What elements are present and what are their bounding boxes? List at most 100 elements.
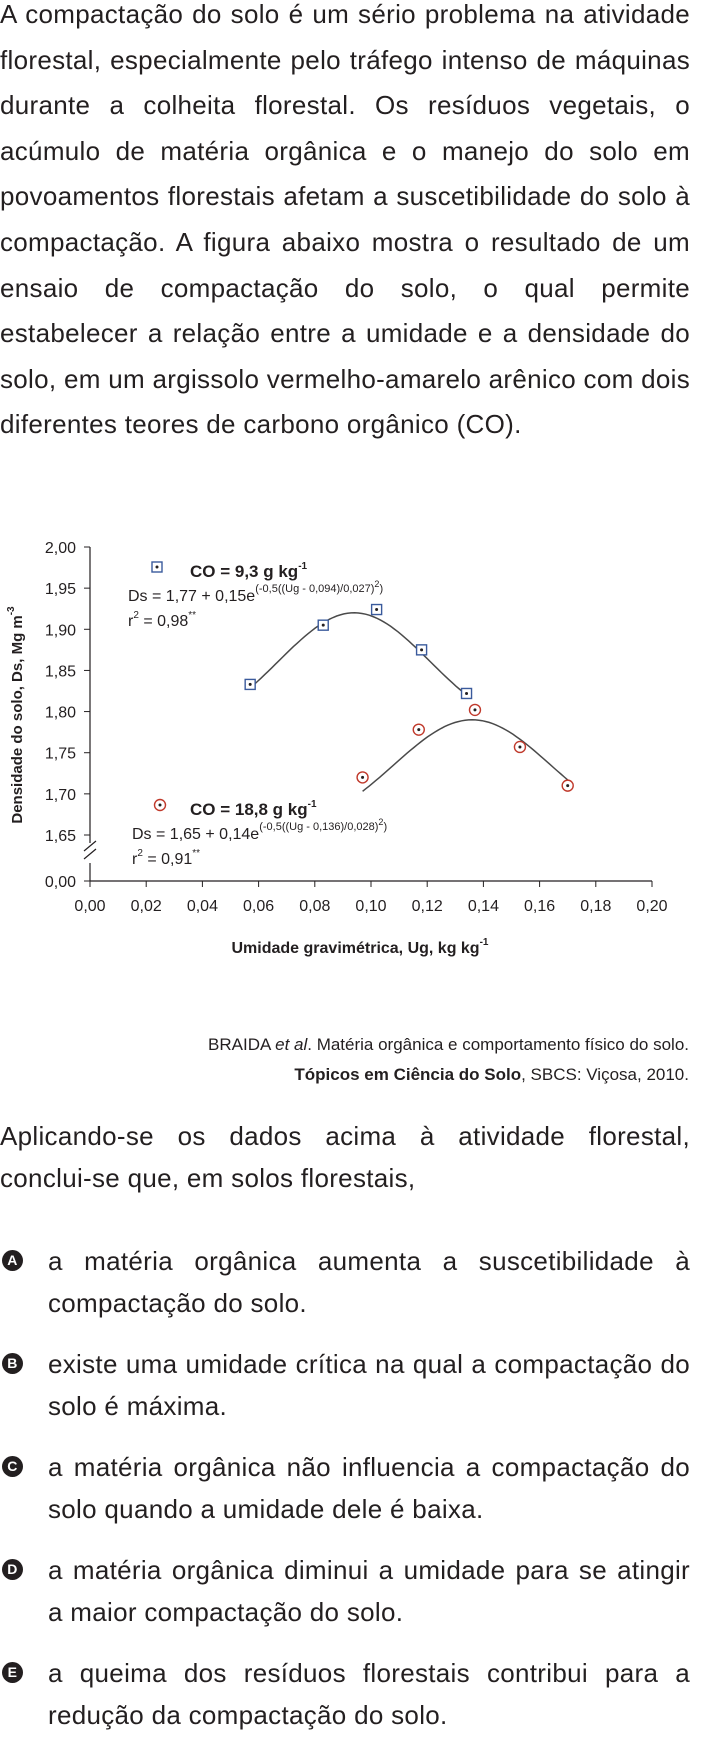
data-point-series-2 bbox=[513, 740, 527, 754]
source-line-2: Tópicos em Ciência do Solo, SBCS: Viçosa… bbox=[294, 1065, 689, 1085]
equation-exponent-close: ) bbox=[379, 583, 383, 595]
equation-exponent: (-0,5((Ug - 0,136)/0,028) bbox=[259, 821, 378, 833]
r2-sup: 2 bbox=[137, 848, 143, 859]
option-e-text: a queima dos resíduos florestais contrib… bbox=[48, 1658, 690, 1730]
x-tick-label: 0,12 bbox=[412, 898, 443, 915]
fit-curve-series-1 bbox=[249, 612, 467, 696]
y-tick-label: 1,80 bbox=[45, 705, 76, 722]
chart-legend: CO = 9,3 g kg-1Ds = 1,77 + 0,15e(-0,5((U… bbox=[128, 561, 387, 868]
y-axis-break-mark bbox=[83, 840, 97, 852]
point-dot bbox=[375, 608, 379, 612]
data-point-series-1 bbox=[244, 678, 256, 691]
fit-curves bbox=[249, 612, 569, 792]
legend-r-squared: r2 = 0,91** bbox=[132, 848, 200, 868]
legend-marker-dot bbox=[155, 565, 159, 569]
y-tick-label: 0,00 bbox=[45, 874, 76, 891]
option-b-text: existe uma umidade crítica na qual a com… bbox=[48, 1349, 690, 1421]
axis-labels: Umidade gravimétrica, Ug, kg kg-1Densida… bbox=[6, 606, 489, 957]
chart-svg: 0,00 1,65 1,70 1,75 1,80 1,85 1,90 1,95 2,00 0,00… bbox=[6, 540, 668, 957]
x-tick-label: 0,00 bbox=[74, 898, 105, 915]
point-dot bbox=[420, 648, 424, 652]
x-tick-label: 0,10 bbox=[355, 898, 386, 915]
source-etal: et al bbox=[275, 1035, 308, 1054]
point-dot bbox=[566, 784, 570, 788]
data-point-series-2 bbox=[412, 723, 425, 736]
x-tick-label: 0,14 bbox=[468, 898, 499, 915]
equation-exponent-power: 2 bbox=[374, 579, 379, 589]
source-line-1: BRAIDA et al. Matéria orgânica e comport… bbox=[208, 1035, 689, 1055]
legend-marker-dot bbox=[158, 803, 162, 807]
r2-significance: ** bbox=[188, 610, 196, 621]
x-tick-label: 0,20 bbox=[636, 898, 667, 915]
x-tick-label: 0,16 bbox=[524, 898, 555, 915]
equation-exponent-close: ) bbox=[383, 821, 387, 833]
point-dot bbox=[518, 745, 522, 749]
data-point-series-2 bbox=[561, 779, 574, 792]
y-tick-label: 2,00 bbox=[45, 540, 76, 557]
option-a-text: a matéria orgânica aumenta a suscetibili… bbox=[48, 1246, 690, 1318]
data-point-series-2 bbox=[356, 771, 369, 784]
x-tick-label: 0,06 bbox=[243, 898, 274, 915]
source-authors: BRAIDA bbox=[208, 1035, 276, 1054]
legend-r-squared: r2 = 0,98** bbox=[128, 610, 196, 630]
r2-label: r bbox=[128, 613, 134, 630]
legend-name-text: CO = 9,3 g kg bbox=[190, 562, 298, 581]
r2-sup: 2 bbox=[133, 610, 139, 621]
x-tick-label: 0,08 bbox=[299, 898, 330, 915]
point-dot bbox=[417, 728, 421, 732]
data-point-series-2 bbox=[468, 703, 482, 717]
legend-series-name: CO = 18,8 g kg-1 bbox=[190, 799, 317, 819]
y-axis-break-mark bbox=[83, 848, 97, 860]
r2-label: r bbox=[132, 851, 138, 868]
legend-equation: Ds = 1,77 + 0,15e(-0,5((Ug - 0,094)/0,02… bbox=[128, 579, 383, 605]
legend-name-sup: -1 bbox=[298, 561, 307, 572]
r2-value: = 0,91 bbox=[143, 851, 192, 868]
intro-text: A compactação do solo é um sério problem… bbox=[0, 0, 690, 448]
r2-significance: ** bbox=[192, 848, 200, 859]
point-dot bbox=[361, 775, 365, 779]
x-tick-label: 0,18 bbox=[580, 898, 611, 915]
point-dot bbox=[248, 682, 252, 686]
option-d-letter: D bbox=[2, 1559, 23, 1580]
chart-axes: 0,00 1,65 1,70 1,75 1,80 1,85 1,90 1,95 2,00 0,00… bbox=[45, 540, 668, 915]
option-c-letter: C bbox=[2, 1456, 23, 1477]
data-point-series-1 bbox=[415, 644, 428, 656]
data-point-series-1 bbox=[317, 619, 329, 631]
option-d-text: a matéria orgânica diminui a umidade par… bbox=[48, 1555, 690, 1627]
y-axis-label: Densidade do solo, Ds, Mg m-3 bbox=[6, 606, 26, 824]
equation-main: Ds = 1,65 + 0,14e bbox=[132, 826, 259, 843]
r2-value: = 0,98 bbox=[139, 613, 188, 630]
x-tick-label: 0,02 bbox=[131, 898, 162, 915]
legend-equation: Ds = 1,65 + 0,14e(-0,5((Ug - 0,136)/0,02… bbox=[132, 817, 387, 843]
source-book-title: Tópicos em Ciência do Solo bbox=[294, 1065, 522, 1084]
legend-series-name: CO = 9,3 g kg-1 bbox=[190, 561, 308, 581]
source-title: . Matéria orgânica e comportamento físic… bbox=[307, 1035, 689, 1054]
equation-exponent-power: 2 bbox=[378, 817, 383, 827]
point-dot bbox=[321, 623, 325, 627]
chart: 0,00 1,65 1,70 1,75 1,80 1,85 1,90 1,95 2,00 0,00… bbox=[0, 525, 717, 1015]
point-dot bbox=[465, 691, 469, 695]
legend-name-sup: -1 bbox=[308, 799, 317, 810]
option-e-letter: E bbox=[2, 1662, 23, 1683]
y-tick-label: 1,75 bbox=[45, 746, 76, 763]
equation-main: Ds = 1,77 + 0,15e bbox=[128, 588, 255, 605]
y-axis-label-text: Densidade do solo, Ds, Mg m bbox=[9, 615, 26, 823]
data-points bbox=[244, 603, 574, 792]
x-tick-label: 0,04 bbox=[187, 898, 218, 915]
fit-curve-series-2 bbox=[362, 719, 569, 792]
legend-name-text: CO = 18,8 g kg bbox=[190, 800, 308, 819]
option-c-text: a matéria orgânica não influencia a comp… bbox=[48, 1452, 690, 1524]
intro-paragraph: A compactação do solo é um sério problem… bbox=[0, 0, 690, 440]
y-tick-label: 1,70 bbox=[45, 787, 76, 804]
y-tick-label: 1,65 bbox=[45, 828, 76, 845]
y-axis-label-sup: -3 bbox=[6, 606, 17, 615]
option-b-letter: B bbox=[2, 1353, 23, 1374]
question-stem: Aplicando-se os dados acima à atividade … bbox=[0, 1121, 690, 1193]
option-a-letter: A bbox=[2, 1250, 23, 1271]
